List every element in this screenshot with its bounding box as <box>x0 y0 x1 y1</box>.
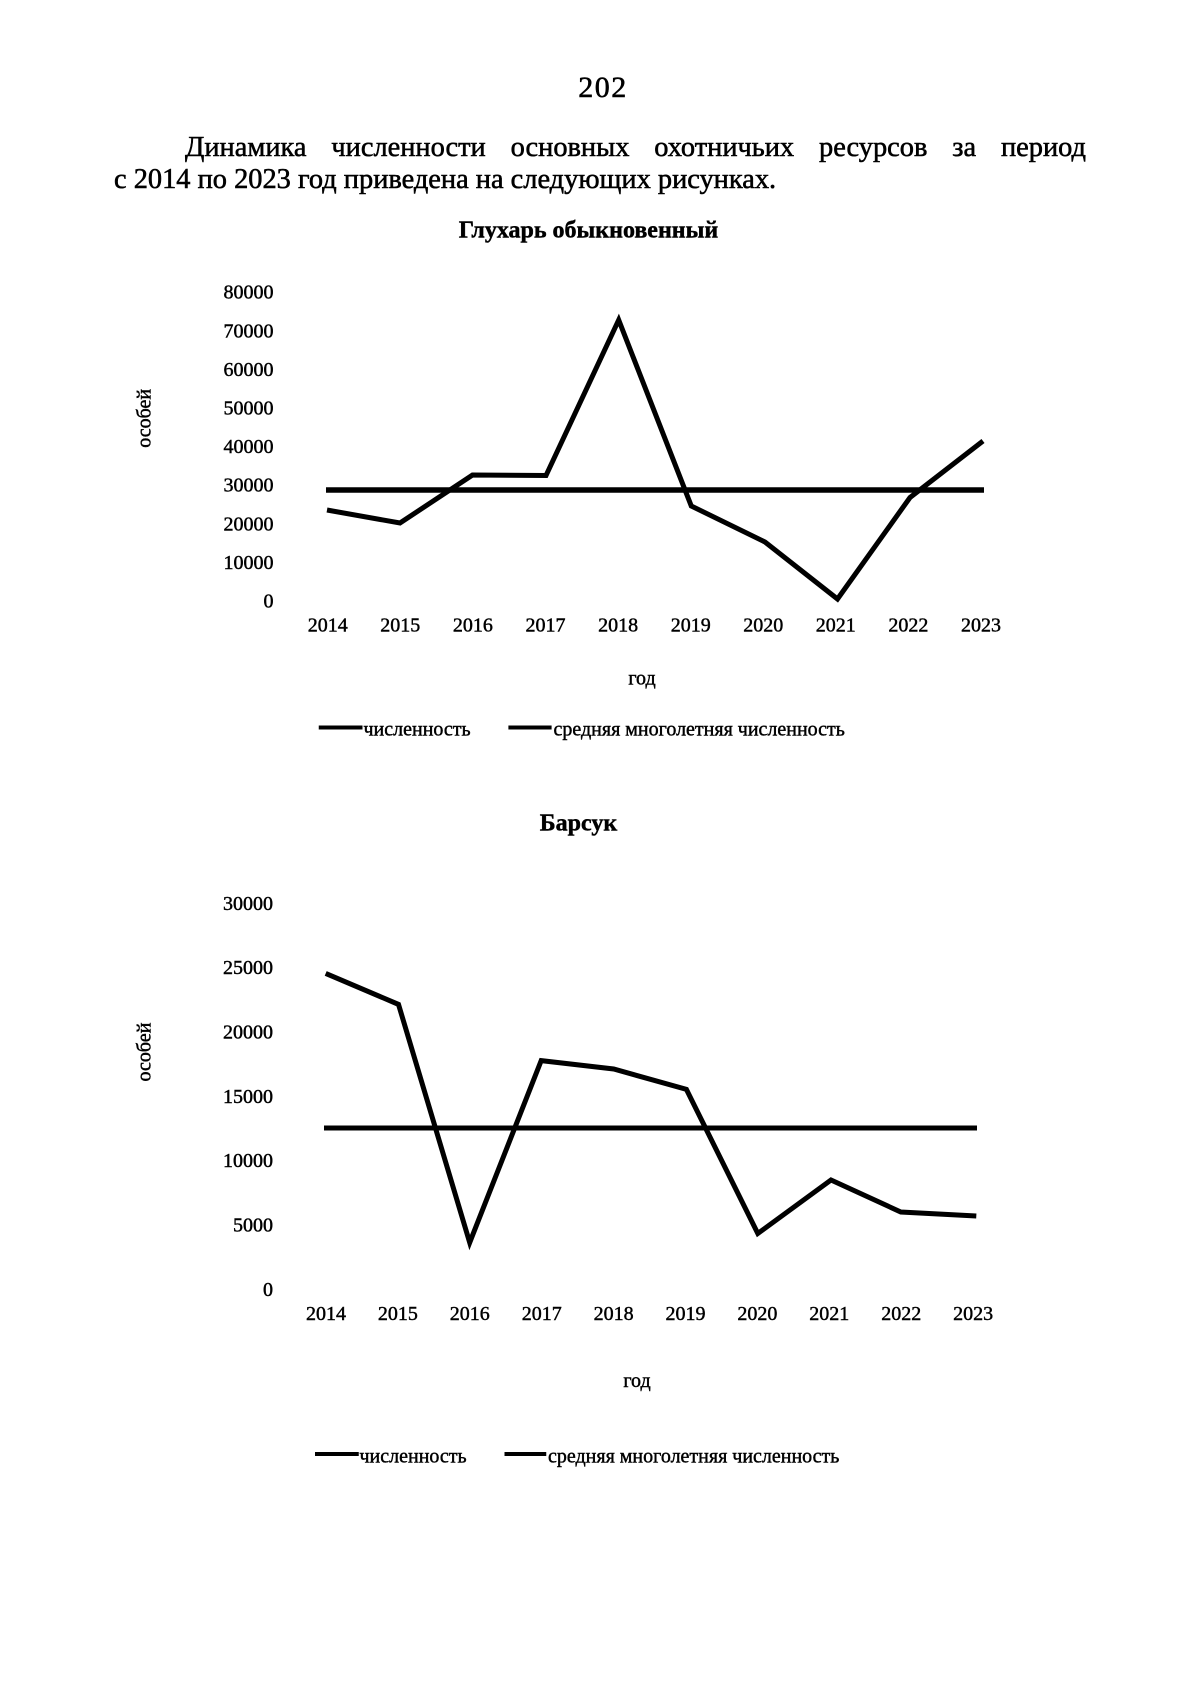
svg-text:20000: 20000 <box>224 513 274 535</box>
svg-text:20000: 20000 <box>223 1022 273 1044</box>
svg-text:2017: 2017 <box>526 615 566 637</box>
svg-text:2022: 2022 <box>888 615 928 637</box>
svg-text:2017: 2017 <box>522 1303 562 1325</box>
svg-text:2018: 2018 <box>598 615 638 637</box>
svg-text:2015: 2015 <box>380 615 420 637</box>
svg-text:2023: 2023 <box>953 1303 993 1325</box>
svg-text:50000: 50000 <box>224 398 274 420</box>
svg-text:70000: 70000 <box>224 320 274 342</box>
svg-text:2019: 2019 <box>671 615 711 637</box>
svg-text:2019: 2019 <box>666 1303 706 1325</box>
svg-text:0: 0 <box>264 591 274 613</box>
svg-text:25000: 25000 <box>223 957 273 979</box>
svg-text:2020: 2020 <box>743 615 783 637</box>
svg-text:2023: 2023 <box>961 615 1001 637</box>
svg-text:Барсук: Барсук <box>540 810 618 836</box>
svg-text:средняя многолетняя численност: средняя многолетняя численность <box>548 1446 839 1468</box>
svg-text:60000: 60000 <box>224 359 274 381</box>
svg-text:особей: особей <box>134 1022 156 1081</box>
svg-text:средняя многолетняя численност: средняя многолетняя численность <box>554 719 845 741</box>
svg-text:численность: численность <box>364 719 471 741</box>
svg-text:численность: численность <box>360 1446 467 1468</box>
svg-text:особей: особей <box>134 389 156 448</box>
svg-text:2014: 2014 <box>306 1303 346 1325</box>
svg-text:5000: 5000 <box>233 1215 273 1237</box>
svg-text:40000: 40000 <box>224 436 274 458</box>
svg-text:30000: 30000 <box>223 893 273 915</box>
svg-text:год: год <box>623 1370 650 1392</box>
svg-text:2021: 2021 <box>816 615 856 637</box>
svg-text:15000: 15000 <box>223 1086 273 1108</box>
svg-text:2015: 2015 <box>378 1303 418 1325</box>
svg-text:Глухарь обыкновенный: Глухарь обыкновенный <box>459 218 719 244</box>
svg-text:2016: 2016 <box>450 1303 490 1325</box>
svg-text:2014: 2014 <box>308 615 348 637</box>
svg-text:0: 0 <box>263 1279 273 1301</box>
svg-text:2021: 2021 <box>809 1303 849 1325</box>
svg-text:10000: 10000 <box>223 1150 273 1172</box>
svg-text:2016: 2016 <box>453 615 493 637</box>
svg-text:год: год <box>628 668 655 690</box>
svg-text:2020: 2020 <box>737 1303 777 1325</box>
svg-text:10000: 10000 <box>224 552 274 574</box>
svg-text:2018: 2018 <box>594 1303 634 1325</box>
svg-text:30000: 30000 <box>224 475 274 497</box>
svg-text:80000: 80000 <box>224 282 274 304</box>
svg-text:2022: 2022 <box>881 1303 921 1325</box>
